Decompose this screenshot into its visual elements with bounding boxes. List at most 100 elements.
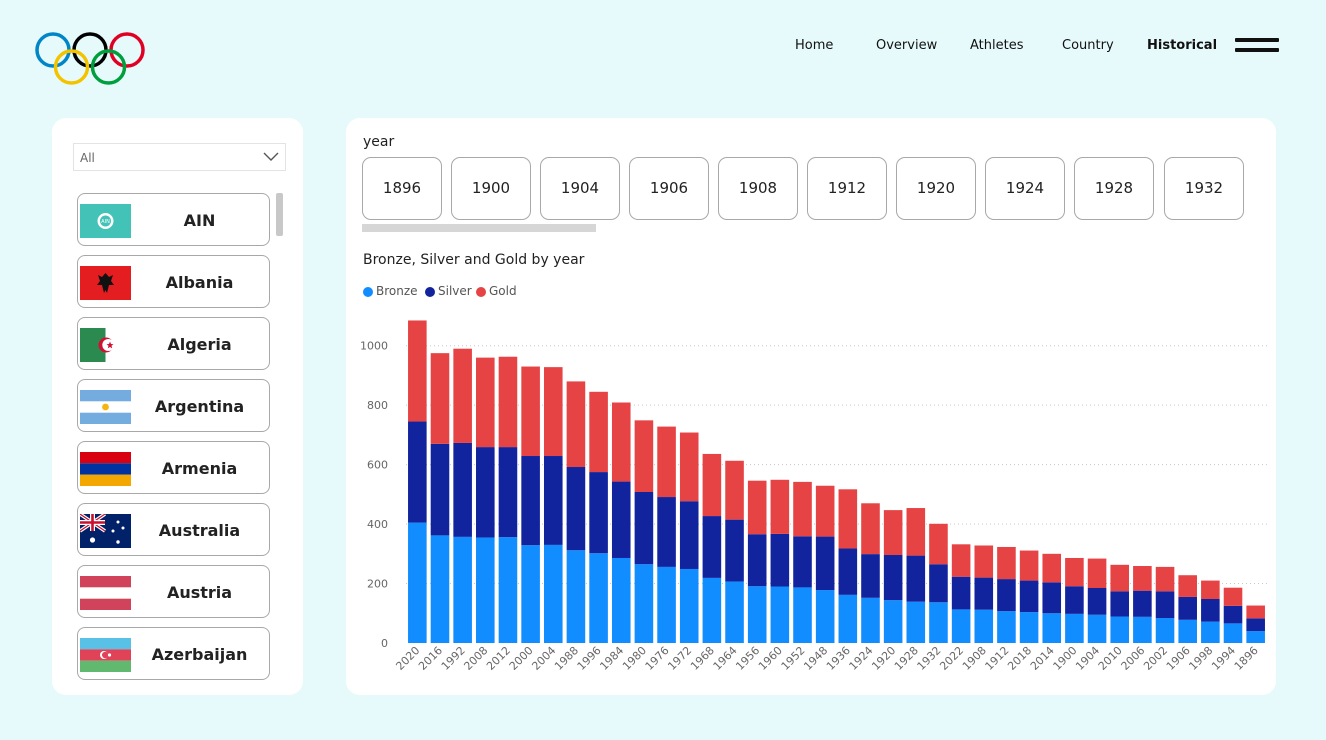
bar-segment-gold: [408, 320, 427, 422]
bar-segment-gold: [861, 503, 880, 555]
country-card-argentina[interactable]: Argentina: [77, 379, 270, 432]
olympic-rings-logo: [35, 32, 145, 85]
x-tick-label: 2004: [529, 644, 558, 673]
year-tile[interactable]: 1912: [807, 157, 887, 220]
x-tick-label: 1900: [1051, 644, 1080, 673]
bar-segment-bronze: [861, 597, 880, 643]
bar-segment-bronze: [1223, 623, 1243, 643]
x-tick-label: 1932: [915, 644, 944, 673]
x-tick-label: 1980: [620, 644, 649, 673]
x-tick-label: 1928: [892, 644, 921, 673]
svg-text:AIN: AIN: [101, 219, 110, 225]
country-card-ain[interactable]: AIN AIN: [77, 193, 270, 246]
x-tick-label: 1896: [1232, 644, 1261, 673]
bar-segment-bronze: [1065, 613, 1084, 643]
nav-home[interactable]: Home: [795, 38, 834, 53]
legend-dot: [425, 287, 435, 297]
country-name: Australia: [158, 521, 241, 540]
x-tick-label: 1904: [1073, 644, 1102, 673]
year-tile[interactable]: 1924: [985, 157, 1065, 220]
bar-segment-silver: [679, 501, 699, 569]
country-card-albania[interactable]: Albania: [77, 255, 270, 308]
country-list-scrollbar[interactable]: [276, 193, 283, 236]
nav-athletes[interactable]: Athletes: [970, 38, 1024, 53]
bar-segment-silver: [725, 519, 744, 582]
bar-segment-gold: [1042, 553, 1062, 583]
country-dropdown[interactable]: All: [73, 143, 286, 171]
bar-segment-silver: [1019, 580, 1039, 613]
year-tile[interactable]: 1932: [1164, 157, 1244, 220]
bar-segment-bronze: [929, 602, 948, 643]
bar-segment-gold: [657, 426, 676, 498]
year-tile[interactable]: 1920: [896, 157, 976, 220]
x-tick-label: 2010: [1096, 644, 1125, 673]
hamburger-menu-icon[interactable]: [1235, 38, 1279, 56]
bar-segment-gold: [589, 391, 608, 473]
x-tick-label: 2000: [507, 644, 536, 673]
bar-segment-silver: [815, 536, 835, 591]
bar-segment-gold: [1201, 580, 1220, 600]
country-name: Algeria: [167, 335, 232, 354]
bar-segment-silver: [1178, 596, 1197, 620]
x-tick-label: 1996: [575, 644, 604, 673]
country-card-australia[interactable]: Australia: [77, 503, 270, 556]
year-tile[interactable]: 1908: [718, 157, 798, 220]
country-card-algeria[interactable]: Algeria: [77, 317, 270, 370]
bar-segment-bronze: [543, 544, 563, 643]
country-card-azerbaijan[interactable]: Azerbaijan: [77, 627, 270, 680]
x-tick-label: 1976: [643, 644, 672, 673]
bar-segment-silver: [521, 456, 540, 546]
bar-segment-gold: [521, 366, 540, 457]
year-tile[interactable]: 1896: [362, 157, 442, 220]
bar-segment-silver: [974, 577, 994, 610]
bar-segment-silver: [657, 497, 676, 567]
bar-segment-bronze: [589, 553, 608, 643]
nav-country[interactable]: Country: [1062, 38, 1114, 53]
x-tick-label: 2002: [1141, 644, 1170, 673]
bar-segment-gold: [566, 381, 586, 468]
bar-segment-gold: [883, 510, 903, 556]
nav-overview[interactable]: Overview: [876, 38, 938, 53]
nav-historical[interactable]: Historical: [1147, 38, 1218, 53]
bar-segment-bronze: [679, 568, 699, 643]
bar-segment-silver: [1201, 599, 1220, 622]
x-tick-label: 1936: [824, 644, 853, 673]
x-tick-label: 2012: [484, 644, 513, 673]
historical-panel: year 1896 1900 1904 1906 1908 1912 1920 …: [346, 118, 1276, 695]
bar-segment-gold: [1065, 557, 1084, 587]
country-name: Armenia: [161, 459, 238, 478]
bar-segment-silver: [770, 533, 790, 587]
bar-segment-silver: [1065, 586, 1084, 614]
bar-segment-gold: [453, 348, 472, 443]
bar-segment-gold: [815, 485, 835, 537]
bar-segment-silver: [589, 472, 608, 554]
bar-segment-gold: [498, 356, 518, 448]
armenia-flag-icon: [80, 452, 131, 486]
bar-segment-gold: [543, 367, 563, 457]
bar-segment-silver: [430, 443, 450, 536]
bar-segment-bronze: [408, 522, 427, 643]
country-card-austria[interactable]: Austria: [77, 565, 270, 618]
year-tile[interactable]: 1900: [451, 157, 531, 220]
bar-segment-bronze: [702, 577, 722, 643]
year-tile[interactable]: 1906: [629, 157, 709, 220]
bar-segment-gold: [906, 508, 926, 556]
year-tile[interactable]: 1928: [1074, 157, 1154, 220]
year-slicer-scrollbar[interactable]: [362, 224, 596, 232]
country-card-armenia[interactable]: Armenia: [77, 441, 270, 494]
x-tick-label: 2022: [937, 644, 966, 673]
year-tile[interactable]: 1904: [540, 157, 620, 220]
bar-segment-gold: [725, 460, 744, 520]
bar-segment-silver: [1155, 591, 1175, 619]
bar-segment-gold: [702, 453, 722, 517]
bar-segment-bronze: [453, 536, 472, 643]
albania-flag-icon: [80, 266, 131, 300]
bar-segment-silver: [634, 491, 654, 565]
bar-segment-silver: [1223, 605, 1243, 624]
bar-segment-gold: [747, 480, 767, 535]
bar-segment-bronze: [1133, 616, 1152, 643]
bar-segment-bronze: [770, 586, 790, 643]
bar-segment-bronze: [838, 594, 858, 643]
country-filter-panel: All AIN AIN Albania: [52, 118, 303, 695]
bar-segment-silver: [747, 534, 767, 587]
